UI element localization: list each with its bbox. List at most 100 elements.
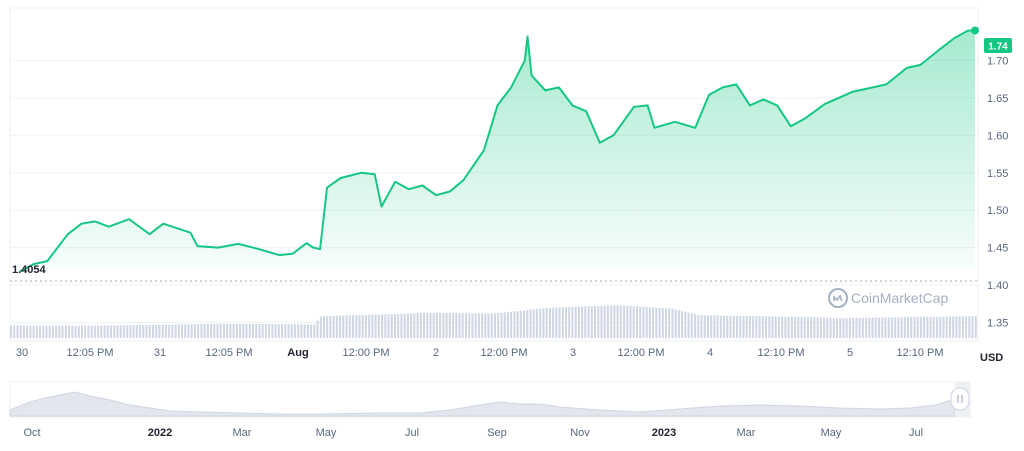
volume-bar xyxy=(197,324,200,338)
volume-bar xyxy=(648,307,651,338)
volume-bar xyxy=(700,315,703,338)
volume-bar xyxy=(949,316,951,338)
volume-bar xyxy=(68,325,71,338)
volume-bar xyxy=(939,316,942,338)
volume-bar xyxy=(377,314,380,338)
volume-bar xyxy=(87,325,90,338)
volume-bar xyxy=(284,324,287,338)
volume-bar xyxy=(548,307,551,338)
volume-bar xyxy=(48,325,51,338)
x-tick-label: 4 xyxy=(707,347,713,359)
volume-bar xyxy=(590,306,593,338)
volume-bar xyxy=(368,314,371,338)
volume-bar xyxy=(216,323,219,338)
volume-bar xyxy=(745,316,748,338)
volume-bar xyxy=(84,325,87,338)
volume-bar xyxy=(652,307,655,338)
volume-bar xyxy=(293,324,296,338)
volume-bar xyxy=(410,313,413,338)
volume-bar xyxy=(261,324,264,338)
navigator-tick-label: 2023 xyxy=(652,427,676,439)
volume-bar xyxy=(313,324,316,338)
navigator-tick-label: Jul xyxy=(405,427,419,439)
volume-bar xyxy=(842,318,845,338)
volume-bar xyxy=(497,313,500,338)
plot-frame xyxy=(9,7,979,342)
volume-bar xyxy=(387,314,390,338)
volume-bar xyxy=(39,325,41,338)
volume-bar xyxy=(122,325,125,338)
volume-bar xyxy=(752,316,755,338)
volume-bar xyxy=(855,318,858,338)
y-tick-label: 1.55 xyxy=(987,168,1008,180)
volume-bar xyxy=(874,317,877,338)
volume-bar xyxy=(264,324,267,338)
volume-bar xyxy=(161,324,164,338)
volume-bar xyxy=(945,316,948,338)
volume-bar xyxy=(545,308,548,338)
volume-bar xyxy=(135,325,138,338)
volume-bar xyxy=(142,325,145,338)
volume-bar xyxy=(719,315,722,338)
volume-bar xyxy=(755,316,758,338)
volume-bar xyxy=(584,306,587,338)
navigator-tick-label: May xyxy=(316,427,337,439)
volume-bar xyxy=(310,324,313,338)
volume-bar xyxy=(148,325,151,338)
volume-bar xyxy=(894,317,897,338)
volume-bar xyxy=(416,313,419,338)
volume-bar xyxy=(642,306,645,338)
volume-bar xyxy=(132,325,135,338)
volume-bar xyxy=(81,325,83,338)
volume-bar xyxy=(623,305,626,338)
y-tick-label: 1.40 xyxy=(987,280,1008,292)
x-tick-label: 31 xyxy=(154,347,166,359)
volume-bar xyxy=(535,309,538,338)
volume-bar xyxy=(629,306,632,338)
volume-bar xyxy=(907,317,909,338)
volume-bar xyxy=(232,323,235,338)
volume-bar xyxy=(932,316,935,338)
navigator-tick-label: Mar xyxy=(737,427,756,439)
volume-bar xyxy=(581,306,584,338)
navigator-tick-label: Nov xyxy=(570,427,590,439)
volume-bar xyxy=(326,316,329,338)
volume-bar xyxy=(255,324,258,338)
volume-bar xyxy=(229,323,232,338)
volume-bar xyxy=(32,325,35,338)
volume-bar xyxy=(93,325,96,338)
volume-bar xyxy=(826,317,829,338)
volume-bar xyxy=(871,317,874,338)
volume-bar xyxy=(155,324,158,338)
volume-bar xyxy=(432,312,435,338)
volume-bar xyxy=(468,313,471,338)
y-tick-label: 1.45 xyxy=(987,243,1008,255)
volume-bar xyxy=(158,324,161,338)
volume-bar xyxy=(703,315,706,338)
volume-bar xyxy=(600,305,603,338)
volume-bar xyxy=(768,316,771,338)
volume-bar xyxy=(332,315,335,338)
y-axis-ticks: 1.70 1.65 1.60 1.55 1.50 1.45 1.40 1.35 xyxy=(987,55,1008,329)
volume-bar xyxy=(252,323,254,338)
volume-bar xyxy=(742,316,745,338)
volume-bar xyxy=(690,313,693,338)
volume-bar xyxy=(761,316,764,338)
volume-bar xyxy=(636,306,638,338)
volume-bar xyxy=(55,325,58,338)
volume-bar xyxy=(29,325,32,338)
volume-bar xyxy=(64,325,67,338)
volume-bar xyxy=(671,308,674,338)
navigator-handle[interactable] xyxy=(950,387,970,411)
volume-bar xyxy=(732,315,735,338)
volume-bar xyxy=(345,315,348,338)
baseline-label: 1.4054 xyxy=(12,264,47,276)
volume-bar xyxy=(781,316,784,338)
volume-bar xyxy=(339,315,342,338)
volume-bar xyxy=(810,317,813,338)
x-tick-label: 12:10 PM xyxy=(896,347,943,359)
volume-bar xyxy=(51,325,54,338)
brand-watermark: CoinMarketCap xyxy=(828,288,948,308)
volume-bar xyxy=(494,313,496,338)
volume-bar xyxy=(329,315,332,338)
